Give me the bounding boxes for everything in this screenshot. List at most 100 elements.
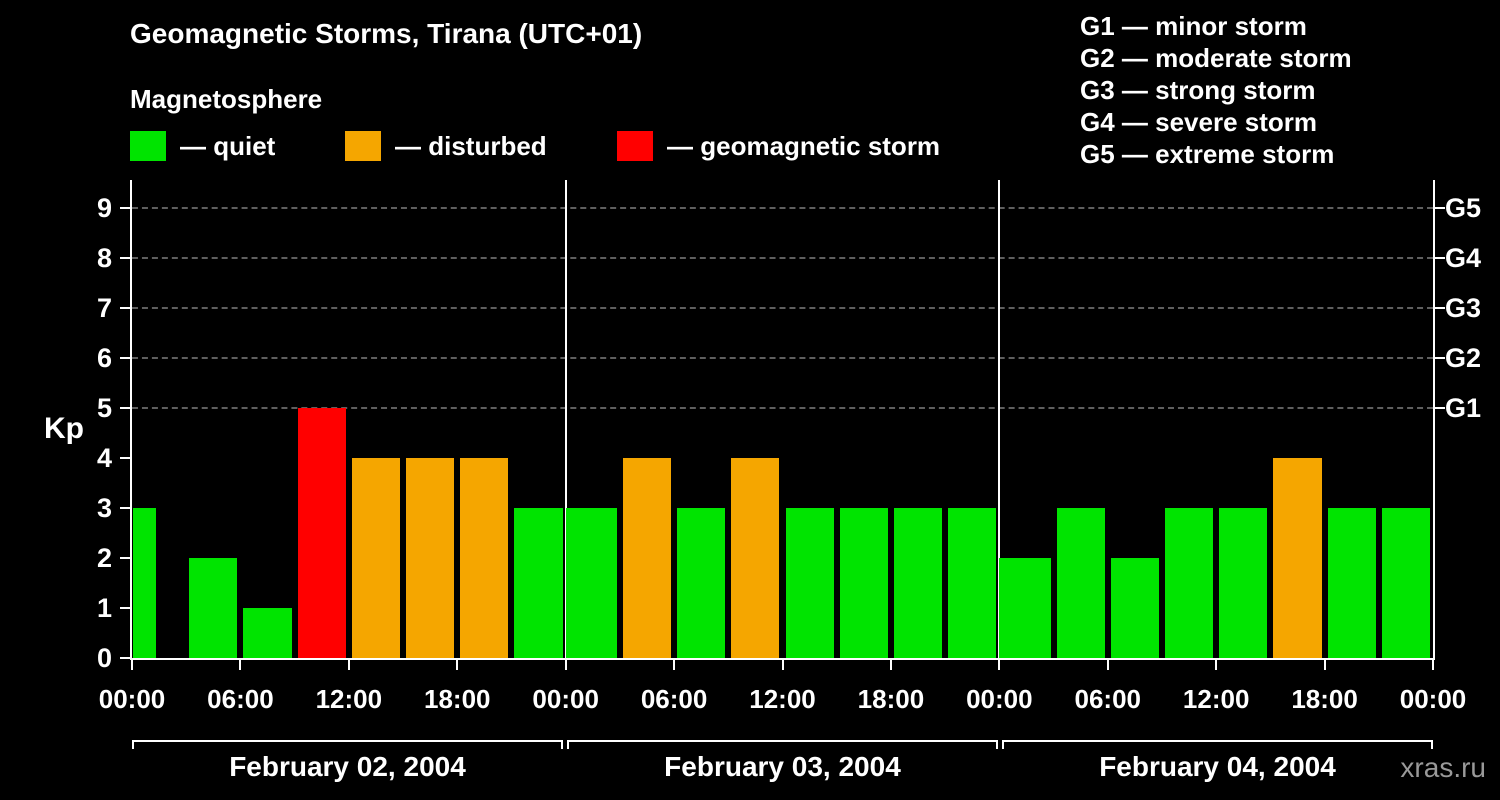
x-axis-tick (564, 658, 567, 670)
g-axis-label: G1 (1445, 393, 1482, 423)
y-axis-label: 8 (96, 243, 112, 273)
day-bracket: February 03, 2004 (566, 740, 998, 782)
g-axis-tick (1433, 207, 1445, 209)
y-axis-label: 9 (96, 193, 112, 223)
kp-bar (948, 508, 997, 658)
g-axis-tick (1433, 407, 1445, 409)
y-axis-label: 3 (96, 493, 112, 523)
kp-bar (1273, 458, 1322, 658)
y-axis-tick (120, 557, 132, 559)
kp-bar (351, 458, 401, 658)
x-axis-tick (1432, 658, 1434, 670)
x-axis-label: 00:00 (1399, 684, 1467, 714)
g-axis-label: G5 (1445, 193, 1482, 223)
kp-bar (297, 408, 346, 658)
y-axis-label: 7 (96, 293, 112, 323)
x-axis-label: 18:00 (857, 684, 925, 714)
kp-bar (1327, 508, 1376, 658)
storm-scale-g4: G4 — severe storm (1080, 107, 1318, 137)
g-axis-tick (1433, 357, 1445, 359)
gridline (132, 207, 1433, 209)
x-axis-tick (239, 658, 242, 670)
page-title: Geomagnetic Storms, Tirana (UTC+01) (130, 18, 643, 49)
x-axis-label: 00:00 (966, 684, 1033, 714)
kp-bar (785, 508, 834, 658)
kp-bar (999, 558, 1051, 658)
quiet-color-swatch (130, 131, 166, 161)
y-axis-tick (120, 307, 132, 309)
kp-bar (243, 608, 292, 658)
x-axis-tick (889, 658, 892, 670)
g-axis-tick (1433, 257, 1445, 259)
y-axis-label: 0 (96, 643, 112, 673)
storm-scale-g1: G1 — minor storm (1080, 11, 1307, 41)
g-axis-label: G4 (1445, 243, 1482, 273)
kp-bar (677, 508, 726, 658)
kp-bar (1381, 508, 1430, 658)
x-axis-tick (781, 658, 784, 670)
day-bracket: February 04, 2004 (1002, 740, 1433, 782)
kp-bar (565, 508, 617, 658)
g-axis-label: G2 (1445, 343, 1482, 373)
x-axis-label: 12:00 (315, 684, 383, 714)
x-axis-label: 12:00 (1182, 684, 1250, 714)
day-divider-line (998, 180, 1001, 658)
kp-bar (622, 458, 672, 658)
y-axis-label: 4 (96, 443, 112, 473)
x-axis-tick (347, 658, 350, 670)
kp-bar (189, 558, 238, 658)
x-axis-tick (1215, 658, 1218, 670)
gridline (132, 357, 1433, 359)
y-axis-tick (120, 207, 132, 209)
disturbed-color-swatch (345, 131, 381, 161)
legend-label-disturbed: — disturbed (395, 131, 547, 161)
kp-bar (893, 508, 943, 658)
kp-bar (1164, 508, 1214, 658)
y-axis-tick (120, 257, 132, 259)
y-axis-tick (120, 507, 132, 509)
legend-item-storm: — geomagnetic storm (617, 131, 940, 161)
y-axis-tick (120, 457, 132, 459)
storm-scale-g2: G2 — moderate storm (1080, 43, 1352, 73)
kp-bar (839, 508, 888, 658)
kp-bar (1056, 508, 1105, 658)
kp-bar (731, 458, 780, 658)
day-label: February 02, 2004 (229, 751, 466, 782)
x-axis-label: 18:00 (1291, 684, 1358, 714)
x-axis-label: 06:00 (640, 684, 708, 714)
watermark: xras.ru (1400, 752, 1486, 783)
y-axis-label: 5 (96, 393, 112, 423)
x-axis-label: 12:00 (749, 684, 816, 714)
y-axis-title: Kp (44, 412, 84, 445)
kp-bar (133, 508, 156, 658)
gridline (132, 407, 1433, 409)
legend-item-disturbed: — disturbed (345, 131, 547, 161)
plot-area: Kp 0 1 2 3 4 5 6 7 8 9 G1 G2 G3 G4 G5 00:00 06:00 12:00 18… (44, 180, 1481, 714)
x-axis-tick (673, 658, 676, 670)
x-axis-label: 00:00 (532, 684, 599, 714)
x-axis-label: 06:00 (207, 684, 274, 714)
kp-bar (1219, 508, 1268, 658)
kp-bar (514, 508, 563, 658)
y-axis-tick (120, 607, 132, 609)
chart-subtitle: Magnetosphere (130, 84, 323, 114)
day-divider-line (564, 180, 567, 658)
x-axis-tick (998, 658, 1001, 670)
kp-bar (460, 458, 509, 658)
storm-scale-g5: G5 — extreme storm (1080, 139, 1335, 169)
y-axis-label: 2 (96, 543, 112, 573)
y-axis-tick (120, 657, 132, 659)
y-axis-label: 6 (96, 343, 112, 373)
gridline (132, 307, 1433, 309)
y-axis-tick (120, 407, 132, 409)
x-axis-tick (1106, 658, 1109, 670)
storm-color-swatch (617, 131, 653, 161)
y-axis-tick (120, 357, 132, 359)
kp-bar (1110, 558, 1159, 658)
storm-scale-legend: G1 — minor storm G2 — moderate storm G3 … (1080, 10, 1352, 170)
legend-item-quiet: — quiet (130, 131, 275, 161)
x-axis-label: 06:00 (1074, 684, 1142, 714)
storm-scale-g3: G3 — strong storm (1080, 75, 1316, 105)
g-axis-label: G3 (1445, 293, 1482, 323)
x-axis-tick (1323, 658, 1326, 670)
